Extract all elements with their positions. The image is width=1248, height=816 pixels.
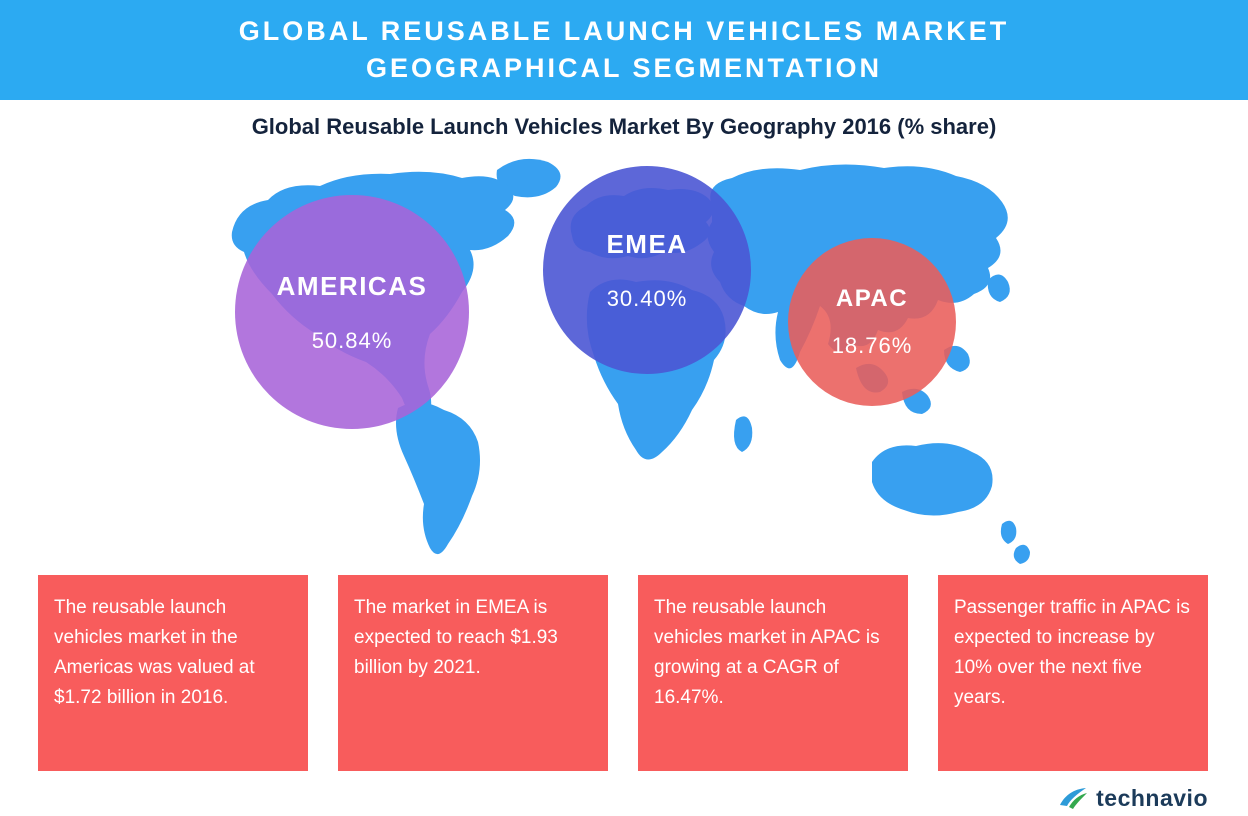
- region-bubble-americas: AMERICAS 50.84%: [235, 195, 469, 429]
- japan-shape: [987, 274, 1010, 302]
- header-title-line2: GEOGRAPHICAL SEGMENTATION: [365, 53, 883, 83]
- region-share-apac: 18.76%: [831, 333, 913, 358]
- region-share-emea: 30.40%: [606, 285, 688, 311]
- new-zealand-shape-2: [1013, 544, 1030, 564]
- technavio-logo-text: technavio: [1096, 785, 1208, 811]
- chart-subtitle: Global Reusable Launch Vehicles Market B…: [251, 114, 997, 139]
- region-name-emea: EMEA: [606, 228, 688, 259]
- region-name-apac: APAC: [835, 285, 909, 312]
- region-bubble-emea: EMEA 30.40%: [543, 166, 751, 374]
- header-banner: GLOBAL REUSABLE LAUNCH VEHICLES MARKET G…: [0, 0, 1248, 100]
- region-share-americas: 50.84%: [311, 327, 393, 353]
- fact-box-americas: The reusable launch vehicles market in t…: [38, 575, 308, 771]
- technavio-logo-icon: [1060, 787, 1088, 809]
- fact-box-apac-traffic: Passenger traffic in APAC is expected to…: [938, 575, 1208, 771]
- new-zealand-shape-1: [1000, 520, 1017, 544]
- greenland-shape: [496, 158, 561, 198]
- region-name-americas: AMERICAS: [276, 270, 428, 301]
- madagascar-shape: [734, 416, 753, 452]
- fact-boxes-row: The reusable launch vehicles market in t…: [38, 575, 1208, 771]
- south-america-shape: [396, 402, 480, 555]
- header-title-line1: GLOBAL REUSABLE LAUNCH VEHICLES MARKET: [238, 16, 1010, 46]
- fact-box-apac-growth: The reusable launch vehicles market in A…: [638, 575, 908, 771]
- technavio-logo: technavio: [1059, 785, 1208, 812]
- fact-box-emea: The market in EMEA is expected to reach …: [338, 575, 608, 771]
- australia-shape: [872, 443, 993, 516]
- region-bubble-apac: APAC 18.76%: [788, 238, 956, 406]
